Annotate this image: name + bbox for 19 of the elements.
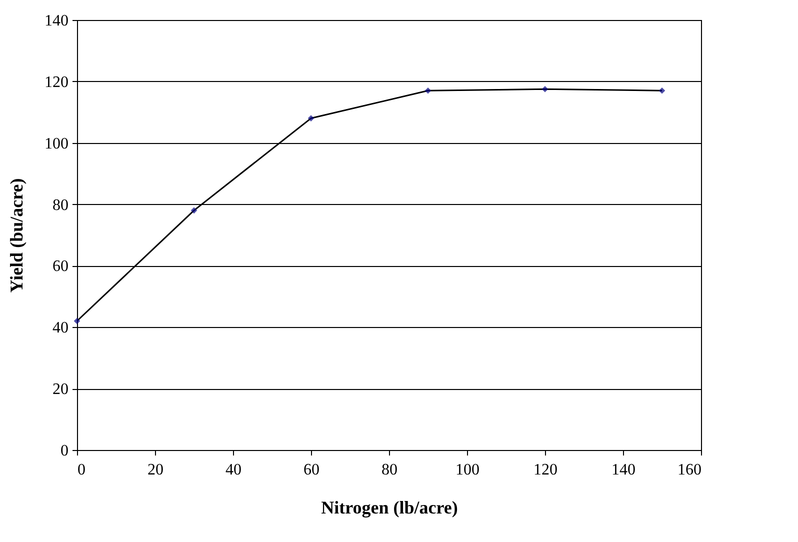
x-tick-label: 160 bbox=[678, 462, 702, 478]
y-tick-label: 60 bbox=[52, 258, 68, 276]
x-tick-label: 20 bbox=[148, 462, 164, 478]
y-tick-label: 140 bbox=[44, 12, 68, 30]
x-tick-label: 60 bbox=[304, 462, 320, 478]
y-tick-label: 120 bbox=[44, 74, 68, 91]
x-tick-label: 100 bbox=[456, 462, 480, 478]
x-tick-label: 40 bbox=[226, 462, 242, 478]
x-tick-label: 140 bbox=[612, 462, 636, 478]
y-tick-label: 80 bbox=[52, 196, 68, 214]
y-tick-label: 20 bbox=[52, 381, 68, 398]
y-tick-label: 0 bbox=[60, 442, 68, 460]
x-tick-label: 80 bbox=[382, 462, 398, 478]
x-tick-label: 120 bbox=[534, 462, 558, 478]
x-axis-title: Nitrogen (lb/acre) bbox=[321, 498, 458, 518]
y-tick-label: 100 bbox=[44, 135, 68, 152]
x-tick-label: 0 bbox=[78, 462, 86, 478]
y-tick-label: 40 bbox=[52, 320, 68, 337]
y-axis-title: Yield (bu/acre) bbox=[6, 178, 26, 293]
